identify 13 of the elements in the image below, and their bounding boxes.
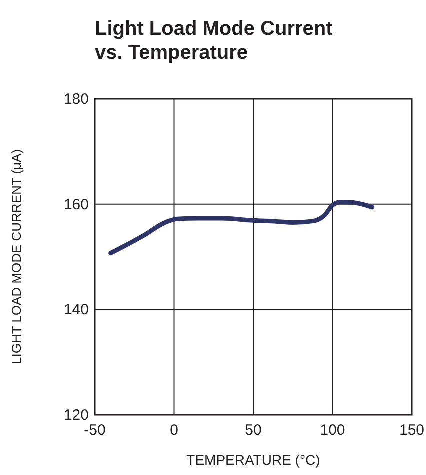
x-axis-title: TEMPERATURE (°C) bbox=[186, 452, 320, 468]
y-tick-label: 160 bbox=[64, 196, 89, 214]
chart-title: Light Load Mode Current vs. Temperature bbox=[95, 18, 334, 64]
x-tick-label: 150 bbox=[399, 422, 425, 439]
line-series bbox=[108, 200, 375, 256]
x-tick-label: 50 bbox=[245, 422, 262, 439]
x-tick-label: 100 bbox=[320, 422, 346, 439]
x-tick-label: -50 bbox=[84, 422, 106, 439]
y-axis-title: LIGHT LOAD MODE CURRENT (μA) bbox=[9, 149, 24, 365]
y-tick-label: 180 bbox=[64, 91, 89, 108]
y-tick-label: 120 bbox=[64, 407, 89, 424]
y-tick-label: 140 bbox=[64, 302, 89, 319]
x-tick-label: 0 bbox=[170, 422, 178, 439]
